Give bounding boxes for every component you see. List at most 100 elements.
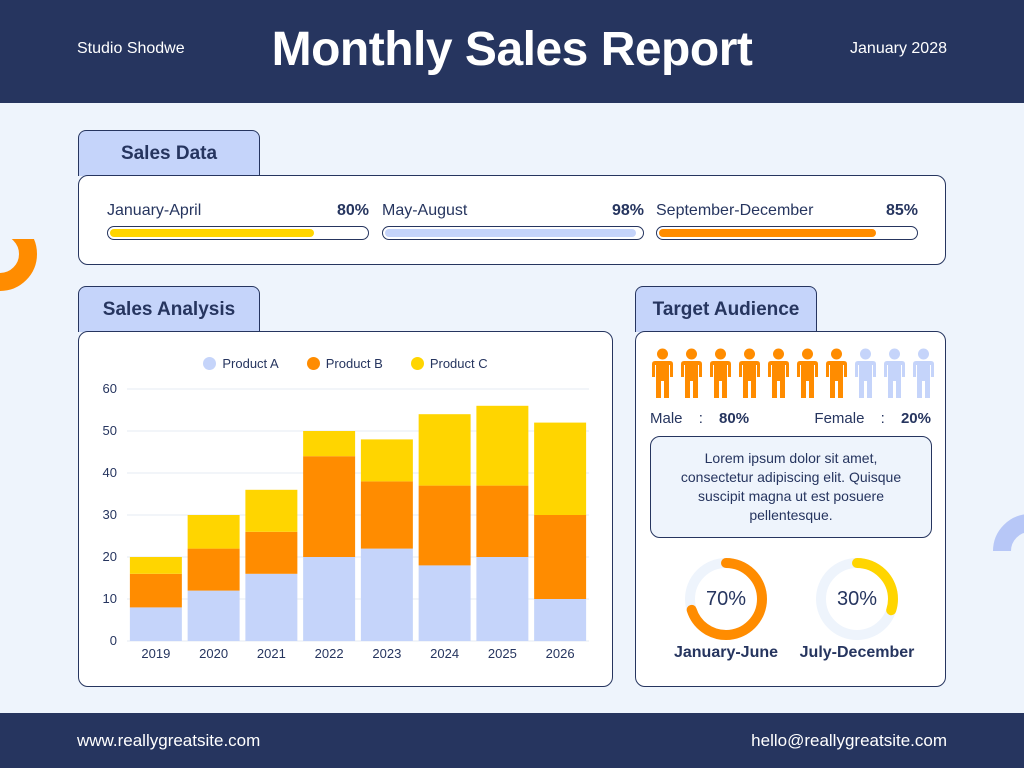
male-label: Male: [650, 410, 683, 427]
y-tick-label: 10: [103, 591, 117, 606]
bar-segment: [303, 557, 356, 641]
male-stat: Male : 80%: [650, 410, 749, 427]
x-tick-label: 2021: [257, 646, 286, 661]
donut-chart-0: 70%: [681, 554, 771, 649]
legend-label: Product C: [429, 356, 488, 371]
bar-segment: [303, 456, 356, 557]
progress-fill: [659, 229, 876, 237]
separator: :: [880, 410, 885, 427]
y-tick-label: 0: [110, 633, 117, 648]
legend-dot: [410, 357, 424, 370]
donut-label: 30%: [837, 588, 877, 610]
donut-caption: January-June: [673, 644, 779, 661]
x-tick-label: 2020: [199, 646, 228, 661]
donut-arc: [685, 558, 767, 640]
donut-arc: [816, 558, 898, 640]
email-link[interactable]: hello@reallygreatsite.com: [751, 731, 947, 750]
donut-label: 70%: [706, 588, 746, 610]
donut-caption: July-December: [799, 644, 915, 661]
sales-period-percent: 85%: [885, 202, 918, 219]
bar-segment: [534, 422, 587, 515]
person-icon: [708, 348, 733, 400]
bar-segment: [129, 573, 182, 608]
female-label: Female: [814, 410, 865, 427]
legend-item-product-c: Product C: [410, 356, 488, 371]
bar-segment: [476, 557, 529, 641]
tab-sales-data: Sales Data: [78, 130, 260, 176]
person-icon: [737, 348, 762, 400]
progress-bar: [107, 226, 369, 240]
bar-segment: [245, 531, 298, 574]
audience-description: Lorem ipsum dolor sit amet, consectetur …: [650, 436, 932, 538]
person-icon: [679, 348, 704, 400]
bar-segment: [476, 485, 529, 557]
legend-item-product-a: Product A: [203, 356, 279, 371]
y-tick-label: 50: [103, 423, 117, 438]
legend-label: Product A: [222, 356, 279, 371]
progress-fill: [385, 229, 636, 237]
legend-item-product-b: Product B: [306, 356, 383, 371]
bar-segment: [418, 414, 471, 486]
bar-segment: [187, 515, 240, 549]
bar-segment: [245, 573, 298, 641]
male-value: 80%: [719, 410, 750, 427]
person-icon: [911, 348, 936, 400]
sales-period-label: January-April: [107, 202, 202, 219]
tab-target-audience: Target Audience: [635, 286, 817, 332]
sales-data-panel: January-April 80% May-August 98% Septemb…: [78, 175, 946, 265]
person-icon: [824, 348, 849, 400]
bar-segment: [360, 439, 413, 482]
page-title: Monthly Sales Report: [271, 23, 753, 76]
decorative-arc-orange: [0, 239, 37, 291]
bar-segment: [534, 515, 587, 599]
donut-ring: 70%: [685, 558, 767, 640]
bar-segment: [360, 548, 413, 641]
x-tick-label: 2023: [372, 646, 401, 661]
person-icon: [650, 348, 675, 400]
bar-segment: [303, 431, 356, 457]
legend-dot: [203, 357, 217, 370]
sales-period-percent: 80%: [336, 202, 369, 219]
people-icons: [650, 348, 936, 400]
person-icon: [766, 348, 791, 400]
bar-segment: [245, 489, 298, 532]
donut-chart-1: 30%: [812, 554, 902, 649]
brand-name: Studio Shodwe: [77, 40, 185, 57]
report-date: January 2028: [850, 40, 947, 57]
bar-segment: [418, 565, 471, 641]
donut-ring: 30%: [816, 558, 898, 640]
x-tick-label: 2024: [430, 646, 459, 661]
sales-period-percent: 98%: [611, 202, 644, 219]
sales-period-label: May-August: [382, 202, 468, 219]
progress-bar: [656, 226, 918, 240]
y-tick-label: 30: [103, 507, 117, 522]
chart-legend: Product A Product B Product C: [79, 356, 612, 371]
bar-segment: [418, 485, 471, 566]
target-audience-panel: Male : 80% Female : 20% Lorem ipsum dolo…: [635, 331, 946, 687]
female-stat: Female : 20%: [814, 410, 931, 427]
y-tick-label: 60: [103, 381, 117, 396]
decorative-arc-blue: [993, 514, 1024, 551]
x-tick-label: 2025: [488, 646, 517, 661]
x-tick-label: 2022: [315, 646, 344, 661]
legend-label: Product B: [325, 356, 383, 371]
y-tick-label: 20: [103, 549, 117, 564]
person-icon: [795, 348, 820, 400]
legend-dot: [306, 357, 320, 370]
separator: :: [698, 410, 703, 427]
progress-fill: [110, 229, 314, 237]
bar-segment: [129, 557, 182, 574]
bar-segment: [476, 405, 529, 486]
sales-period-label: September-December: [656, 202, 814, 219]
footer: www.reallygreatsite.com hello@reallygrea…: [0, 713, 1024, 768]
bar-segment: [187, 548, 240, 591]
website-link[interactable]: www.reallygreatsite.com: [77, 731, 261, 750]
tab-sales-analysis: Sales Analysis: [78, 286, 260, 332]
header: Studio Shodwe Monthly Sales Report Janua…: [0, 0, 1024, 103]
bar-segment: [187, 590, 240, 641]
x-tick-label: 2019: [141, 646, 170, 661]
bar-segment: [534, 599, 587, 641]
stacked-bar-chart: 0 10 20 30 40 50 60 2019 2020 2021 2022 2023 2024 202…: [103, 381, 589, 661]
progress-bar: [382, 226, 644, 240]
person-icon: [882, 348, 907, 400]
